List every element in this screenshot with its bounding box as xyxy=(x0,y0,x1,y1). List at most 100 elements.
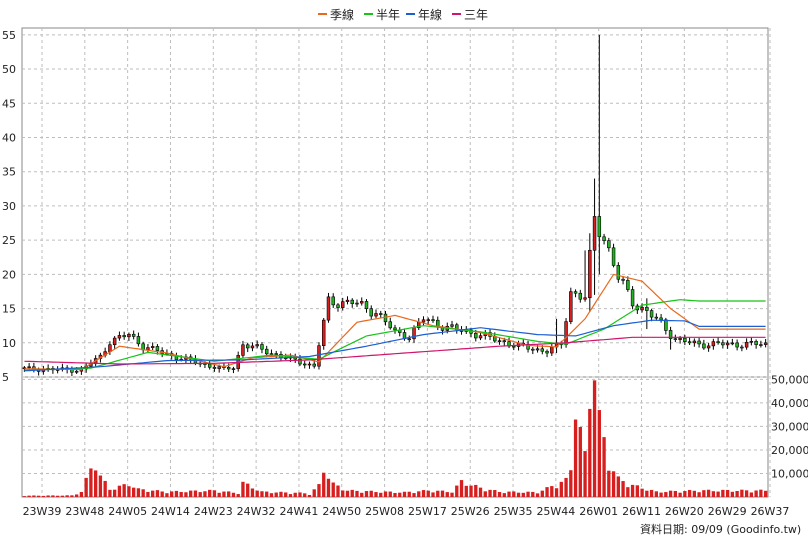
candle-body xyxy=(383,313,388,323)
volume-bar xyxy=(502,493,506,497)
volume-bar xyxy=(184,492,188,497)
volume-bar xyxy=(711,491,716,497)
candle-body xyxy=(706,345,711,349)
candle-body xyxy=(264,348,269,355)
volume-bar xyxy=(635,485,639,497)
candle-body xyxy=(474,333,478,339)
week-tick-label: 26W20 xyxy=(665,505,704,518)
price-tick-label: 40 xyxy=(2,131,16,144)
volume-bar xyxy=(317,484,321,497)
candle-body xyxy=(692,340,697,344)
candle-body xyxy=(312,363,316,367)
volume-bar xyxy=(250,488,255,497)
volume-bar xyxy=(706,489,711,497)
candle-body xyxy=(602,236,606,241)
legend-item: 季線 xyxy=(318,7,354,22)
volume-bar xyxy=(122,484,126,497)
volume-bar xyxy=(170,491,174,497)
volume-bar xyxy=(469,485,473,497)
volume-bar xyxy=(336,485,340,497)
volume-bar xyxy=(763,490,768,497)
candle-body xyxy=(730,342,735,345)
volume-bar xyxy=(725,489,730,497)
volume-bar xyxy=(450,492,454,497)
volume-bar xyxy=(630,484,635,497)
volume-bar xyxy=(112,489,117,497)
legend-swatch xyxy=(364,13,373,15)
volume-bar xyxy=(84,477,88,497)
candle-body xyxy=(379,313,383,315)
candle-body xyxy=(754,340,758,345)
volume-bar xyxy=(369,490,373,497)
candle-body xyxy=(360,301,364,304)
volume-bar xyxy=(445,492,449,497)
volume-bar xyxy=(198,492,202,497)
candle-body xyxy=(407,338,411,341)
volume-bar xyxy=(46,495,50,497)
volume-bar xyxy=(127,486,131,497)
volume-bar xyxy=(531,491,535,497)
volume-bar xyxy=(284,492,288,497)
volume-bar xyxy=(749,492,754,497)
price-tick-label: 55 xyxy=(2,29,16,42)
candle-body xyxy=(497,340,502,342)
volume-bar xyxy=(36,495,41,497)
volume-bar xyxy=(621,481,625,497)
volume-bar xyxy=(212,490,217,497)
volume-bar xyxy=(507,491,511,497)
legend-label: 半年 xyxy=(376,7,401,22)
legend-item: 年線 xyxy=(406,7,442,22)
candle-body xyxy=(578,292,583,300)
week-tick-label: 26W37 xyxy=(751,505,790,518)
candle-body xyxy=(302,363,307,366)
price-tick-label: 15 xyxy=(2,303,16,316)
volume-bar xyxy=(255,490,259,497)
volume-bar xyxy=(668,490,673,497)
candle-body xyxy=(749,340,754,343)
volume-bar xyxy=(493,490,497,497)
volume-bar xyxy=(98,475,103,497)
volume-bar xyxy=(312,489,316,497)
candle-body xyxy=(131,333,136,337)
candle-body xyxy=(740,346,744,349)
volume-bar xyxy=(322,472,326,497)
volume-bar xyxy=(174,490,179,497)
volume-bar xyxy=(611,471,616,497)
volume-bar xyxy=(440,490,445,497)
candle-body xyxy=(588,249,592,299)
candle-body xyxy=(136,336,141,345)
volume-bar xyxy=(478,487,483,497)
candle-body xyxy=(127,333,131,338)
candle-body xyxy=(616,265,621,280)
volume-bar xyxy=(692,490,697,497)
volume-bar xyxy=(345,490,350,497)
volume-bar xyxy=(526,491,530,497)
candle-body xyxy=(744,341,749,348)
candle-body xyxy=(369,308,373,317)
candle-body xyxy=(226,367,231,370)
volume-bar xyxy=(687,489,692,497)
volume-bar xyxy=(597,410,601,497)
candle-body xyxy=(27,366,31,369)
volume-bar xyxy=(640,488,644,497)
volume-bar xyxy=(583,451,587,497)
legend-swatch xyxy=(406,13,415,15)
candle-body xyxy=(569,291,573,322)
candle-body xyxy=(307,363,312,366)
volume-bar xyxy=(260,491,264,497)
volume-bar xyxy=(79,492,84,497)
volume-bar xyxy=(298,492,302,497)
volume-bar xyxy=(730,491,735,497)
candle-body xyxy=(231,368,236,370)
volume-bar xyxy=(474,484,478,497)
volume-bar xyxy=(678,492,682,497)
volume-bar xyxy=(459,480,464,497)
candle-body xyxy=(673,338,678,340)
candle-body xyxy=(322,319,326,346)
volume-bar xyxy=(155,490,160,497)
volume-bar xyxy=(592,380,597,497)
candle-body xyxy=(336,304,340,308)
candle-body xyxy=(640,306,644,311)
volume-bar xyxy=(22,496,27,497)
candle-body xyxy=(255,344,259,347)
